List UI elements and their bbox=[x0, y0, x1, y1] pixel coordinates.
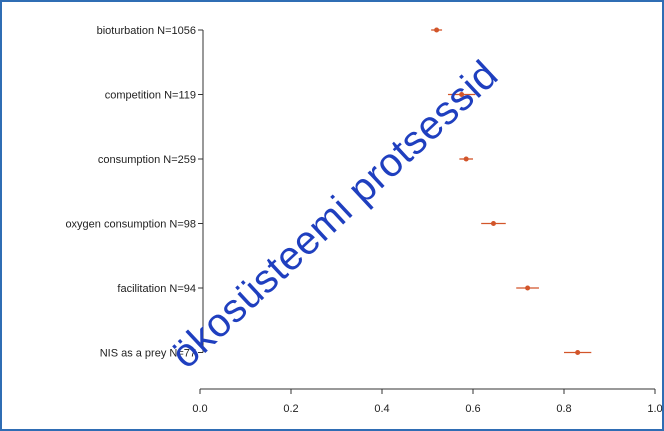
x-tick-label: 0.8 bbox=[556, 403, 571, 415]
y-axis: bioturbation N=1056 competition N=119 cons… bbox=[65, 25, 204, 360]
y-tick-label: bioturbation N=1056 bbox=[97, 25, 196, 37]
y-tick-label: oxygen consumption N=98 bbox=[65, 219, 196, 231]
point-estimate bbox=[575, 350, 581, 355]
x-tick-label: 0.4 bbox=[374, 403, 389, 415]
x-axis: 0.0 0.2 0.4 0.6 0.8 1.0 bbox=[192, 388, 663, 415]
point-estimate bbox=[434, 27, 440, 33]
point-estimate bbox=[490, 221, 496, 226]
x-tick-label: 1.0 bbox=[647, 403, 662, 415]
x-tick-label: 0.2 bbox=[283, 403, 298, 415]
x-tick-label: 0.6 bbox=[465, 403, 480, 415]
data-marks bbox=[431, 27, 592, 355]
point-estimate bbox=[459, 92, 465, 97]
y-tick-label: consumption N=259 bbox=[98, 154, 196, 166]
y-tick-label: NIS as a prey N=77 bbox=[100, 348, 196, 360]
x-tick-label: 0.0 bbox=[192, 403, 207, 415]
point-estimate bbox=[463, 156, 469, 162]
y-tick-label: facilitation N=94 bbox=[117, 283, 196, 295]
y-tick-label: competition N=119 bbox=[105, 90, 196, 102]
point-estimate bbox=[525, 285, 531, 291]
